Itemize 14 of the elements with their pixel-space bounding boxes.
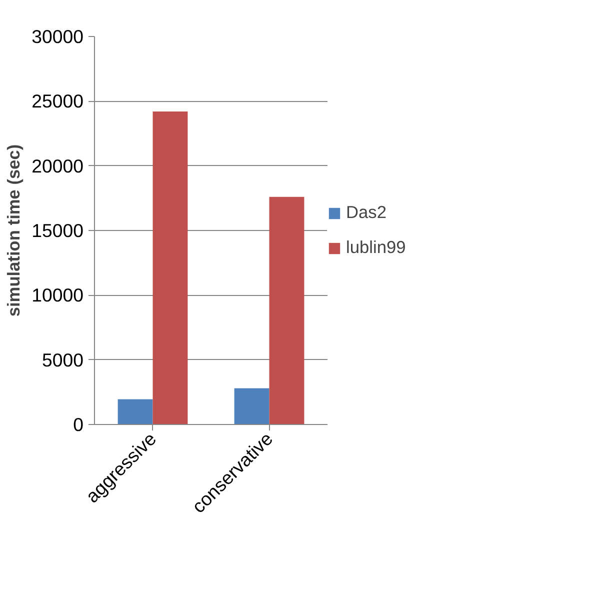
bar [152, 112, 188, 424]
y-tick-label: 5000 [42, 349, 84, 370]
y-axis-title: simulation time (sec) [4, 144, 24, 317]
bar [269, 196, 304, 424]
y-tick-label: 30000 [32, 26, 84, 47]
y-tick-label: 20000 [32, 155, 84, 176]
y-tick-label: 10000 [32, 284, 84, 306]
y-tick-label: 15000 [32, 220, 84, 241]
legend-label: Das2 [346, 202, 386, 223]
bar [234, 388, 270, 424]
legend-label: lublin99 [346, 237, 406, 258]
y-tick-label: 25000 [32, 90, 84, 112]
y-tick-label: 0 [73, 414, 84, 435]
bar [118, 399, 153, 424]
